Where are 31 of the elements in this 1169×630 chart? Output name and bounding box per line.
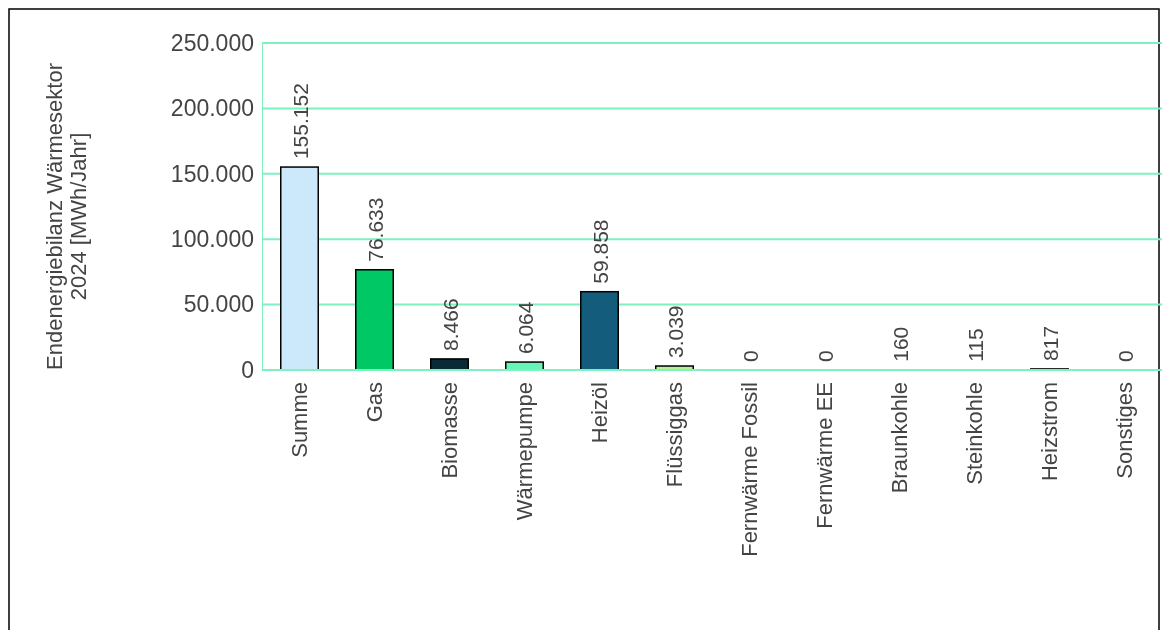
x-tick-label: Heizöl (587, 382, 613, 444)
x-tick-label: Braunkohle (887, 382, 913, 494)
y-tick-label: 150.000 (170, 160, 254, 187)
x-tick-label: Wärmepumpe (512, 382, 538, 521)
data-label: 160 (888, 326, 912, 362)
data-label: 76.633 (363, 197, 387, 262)
x-tick-label: Summe (287, 382, 313, 458)
x-tick-label: Gas (362, 382, 388, 423)
x-tick-label: Steinkohle (962, 382, 988, 485)
data-label: 817 (1038, 325, 1062, 361)
y-tick-label: 250.000 (170, 29, 254, 56)
data-label: 115 (963, 328, 987, 362)
y-axis-title: Endenergiebilanz Wärmesektor 2024 [MWh/Jahr] (42, 63, 92, 370)
y-tick-label: 50.000 (183, 291, 254, 318)
data-label: 0 (1113, 350, 1137, 362)
y-tick-label: 200.000 (170, 95, 254, 122)
data-label: 155.152 (288, 83, 312, 160)
data-label: 59.858 (588, 219, 612, 284)
data-label: 3.039 (663, 305, 687, 359)
x-tick-label: Fernwärme EE (812, 382, 838, 529)
data-label: 0 (813, 350, 837, 362)
data-label: 6.064 (513, 301, 537, 355)
y-tick-label: 100.000 (170, 226, 254, 253)
x-tick-label: Flüssiggas (662, 382, 688, 488)
data-label: 8.466 (438, 298, 462, 351)
y-tick-label: 0 (241, 356, 254, 383)
data-label: 0 (738, 350, 762, 362)
x-tick-label: Sonstiges (1112, 382, 1138, 479)
x-tick-label: Biomasse (437, 382, 463, 479)
x-tick-label: Heizstrom (1037, 382, 1063, 482)
x-tick-label: Fernwärme Fossil (737, 382, 763, 557)
